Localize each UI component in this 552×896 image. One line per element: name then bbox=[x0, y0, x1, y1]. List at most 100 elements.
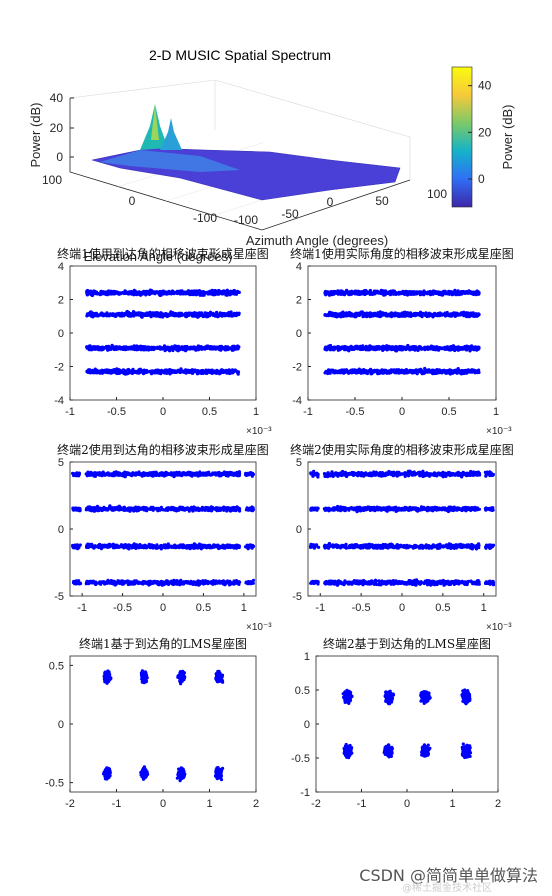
data-point bbox=[96, 346, 100, 350]
data-point bbox=[364, 344, 368, 348]
colorbar-tick-label: 40 bbox=[478, 79, 492, 93]
data-point bbox=[176, 344, 181, 348]
data-point bbox=[132, 370, 136, 374]
scatter-chart: -1 -0.5 0 0.5 1420-2-4×10⁻³终端1使用实际角度的相移波束形成星… bbox=[290, 246, 514, 437]
x-tick-label: -0.5 bbox=[346, 406, 365, 418]
data-point bbox=[426, 290, 430, 294]
data-point bbox=[403, 368, 407, 373]
data-point bbox=[137, 470, 141, 474]
data-point bbox=[350, 347, 354, 351]
data-point bbox=[166, 471, 170, 476]
data-point bbox=[164, 291, 168, 295]
data-point bbox=[476, 290, 480, 294]
azimuth-tick-label: -100 bbox=[234, 213, 258, 227]
data-point bbox=[474, 346, 478, 350]
data-point bbox=[333, 370, 337, 374]
data-point bbox=[249, 471, 253, 475]
data-point bbox=[447, 290, 451, 294]
data-point bbox=[99, 346, 103, 350]
data-point bbox=[142, 346, 146, 350]
data-point bbox=[333, 345, 337, 349]
data-point bbox=[204, 312, 208, 316]
data-point bbox=[343, 344, 347, 349]
y-tick-label: 4 bbox=[296, 261, 302, 273]
data-point bbox=[155, 311, 159, 315]
z-tick-label: 0 bbox=[56, 150, 63, 164]
data-point bbox=[429, 344, 433, 348]
data-point bbox=[106, 473, 110, 477]
data-point bbox=[372, 289, 377, 293]
data-point bbox=[159, 472, 163, 476]
data-point bbox=[385, 371, 389, 375]
data-point bbox=[352, 313, 356, 317]
data-point bbox=[131, 312, 135, 316]
data-point bbox=[123, 470, 127, 474]
data-point bbox=[222, 291, 226, 295]
data-point bbox=[358, 347, 363, 352]
data-point bbox=[177, 289, 181, 293]
data-point bbox=[195, 346, 199, 350]
data-point bbox=[126, 292, 130, 296]
data-point bbox=[136, 347, 140, 352]
data-point bbox=[134, 313, 139, 317]
data-point bbox=[464, 312, 468, 316]
elevation-axis-label: Elevation Angle (degrees) bbox=[84, 249, 233, 264]
data-point bbox=[383, 347, 387, 351]
data-point bbox=[201, 368, 205, 373]
x-tick-label: 1 bbox=[493, 406, 499, 418]
data-point bbox=[124, 311, 128, 315]
data-point bbox=[106, 345, 110, 349]
plot-area bbox=[69, 461, 257, 597]
data-point bbox=[93, 289, 97, 294]
data-point bbox=[204, 368, 208, 372]
scatter-chart: -1 -0.5 0 0.5 1420-2-4×10⁻³终端1使用到达角的相移波束形成星座… bbox=[54, 246, 272, 437]
data-point bbox=[435, 290, 440, 294]
data-point bbox=[205, 346, 209, 350]
data-point bbox=[102, 346, 106, 350]
data-point bbox=[343, 314, 347, 318]
peak-1-top bbox=[151, 104, 159, 140]
data-point bbox=[394, 292, 398, 296]
data-point bbox=[157, 292, 161, 296]
data-point bbox=[144, 313, 149, 317]
data-point bbox=[224, 346, 228, 350]
data-point bbox=[379, 288, 383, 292]
y-tick-label: -4 bbox=[292, 395, 302, 407]
data-point bbox=[97, 292, 101, 296]
data-point bbox=[356, 368, 360, 372]
data-point bbox=[229, 346, 233, 350]
data-point bbox=[225, 291, 229, 295]
data-point bbox=[210, 506, 214, 510]
data-point bbox=[213, 346, 217, 350]
data-point bbox=[332, 311, 336, 316]
data-point bbox=[429, 293, 433, 297]
data-point bbox=[150, 474, 154, 478]
data-point bbox=[216, 471, 220, 475]
data-point bbox=[171, 471, 175, 475]
data-point bbox=[160, 290, 164, 294]
y-tick-label: -2 bbox=[292, 362, 302, 374]
azimuth-tick-label: 50 bbox=[375, 194, 389, 208]
data-point bbox=[93, 471, 97, 475]
data-point bbox=[362, 370, 366, 374]
data-point bbox=[416, 348, 420, 352]
data-point bbox=[129, 472, 133, 476]
data-point bbox=[110, 345, 114, 349]
data-point bbox=[109, 292, 113, 296]
data-point bbox=[438, 370, 442, 374]
data-point bbox=[87, 312, 91, 316]
data-point bbox=[433, 346, 437, 351]
data-point bbox=[148, 312, 152, 316]
data-point bbox=[179, 346, 183, 350]
data-point bbox=[237, 290, 241, 294]
data-point bbox=[418, 290, 422, 294]
data-point bbox=[338, 370, 342, 374]
data-point bbox=[398, 292, 402, 296]
data-point bbox=[417, 345, 422, 349]
data-point bbox=[415, 312, 419, 316]
data-point bbox=[126, 347, 130, 351]
elevation-tick-label: -100 bbox=[193, 211, 217, 225]
data-point bbox=[464, 346, 468, 350]
data-point bbox=[459, 372, 464, 376]
